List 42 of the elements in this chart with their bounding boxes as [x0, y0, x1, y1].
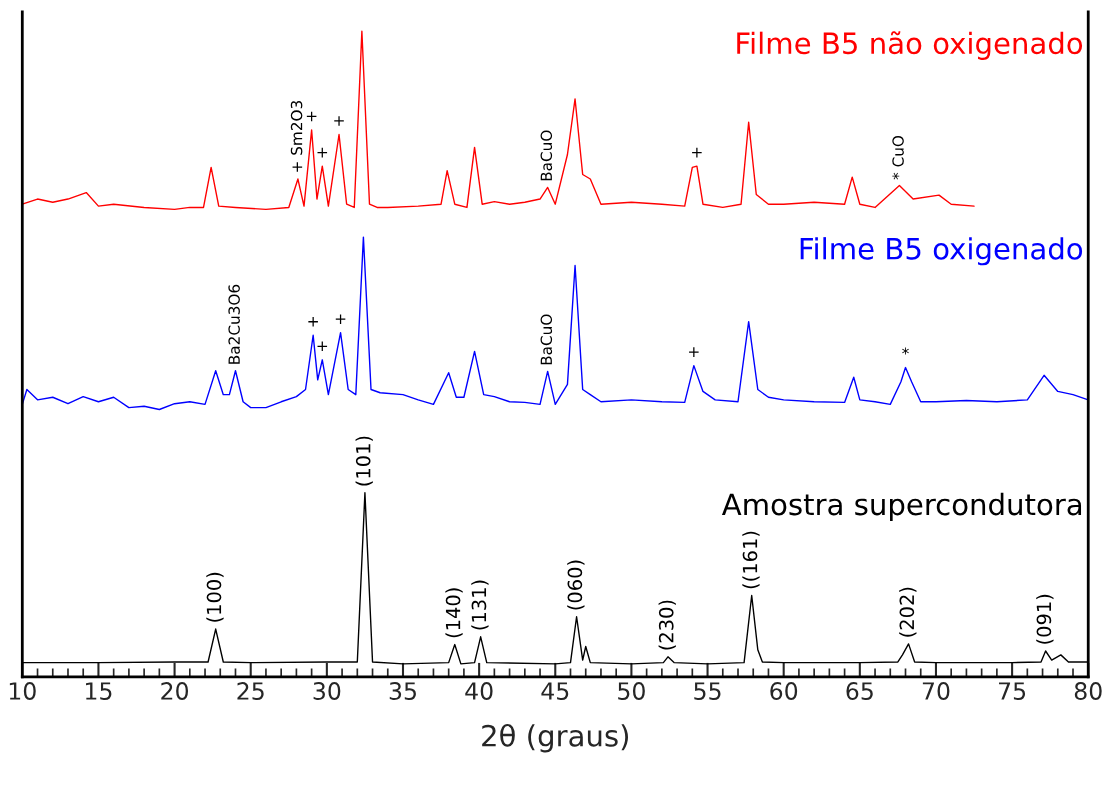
x-tick-label: 80 [1074, 682, 1102, 700]
annotation: BaCuO [540, 314, 553, 365]
annotation: + [317, 341, 328, 352]
annotation: + [335, 314, 346, 324]
annotation: BaCuO [540, 130, 553, 181]
annotation: + [334, 116, 344, 126]
annotation: + [308, 316, 318, 327]
x-tick-label: 30 [313, 682, 341, 700]
x-tick-label: 25 [237, 682, 264, 700]
annotation: (091) [1036, 594, 1054, 644]
text: Filme B5 não oxigenado [737, 31, 1083, 60]
annotation: + [306, 111, 317, 122]
x-tick-label: 50 [618, 682, 645, 700]
x-tick-label: 45 [541, 682, 569, 700]
annotation: (140) [445, 588, 463, 638]
x-tick-label: 35 [389, 682, 416, 700]
annotation: (131) [471, 580, 489, 630]
annotation: (100) [206, 572, 224, 622]
x-tick-label: 40 [465, 682, 493, 700]
x-tick-label: 55 [694, 682, 721, 700]
x-tick-label: 20 [161, 682, 189, 700]
annotation: (060) [567, 560, 585, 610]
annotation: ((161) [742, 531, 760, 589]
annotation: + [317, 147, 328, 158]
annotation: + [692, 147, 702, 158]
x-tick-label: 70 [922, 682, 950, 700]
x-tick-label: 15 [86, 682, 112, 700]
x-tick-label: 75 [999, 682, 1026, 700]
x-tick-label: 10 [9, 682, 36, 700]
x-axis-title: 2θ (graus) [482, 723, 629, 753]
text: Amostra supercondutora [721, 492, 1082, 522]
text: Filme B5 oxigenado [800, 237, 1083, 266]
annotation: + [689, 347, 699, 357]
x-tick-label: 60 [770, 682, 798, 700]
annotation: * [902, 347, 909, 355]
annotation: (202) [899, 587, 917, 637]
annotation: (230) [658, 600, 676, 650]
annotation: + Sm2O3 [290, 100, 303, 172]
annotation: * CuO [892, 135, 904, 180]
annotation: (101) [355, 436, 373, 486]
annotation: Ba2Cu3O6 [228, 284, 240, 364]
x-tick-label: 65 [846, 682, 873, 700]
